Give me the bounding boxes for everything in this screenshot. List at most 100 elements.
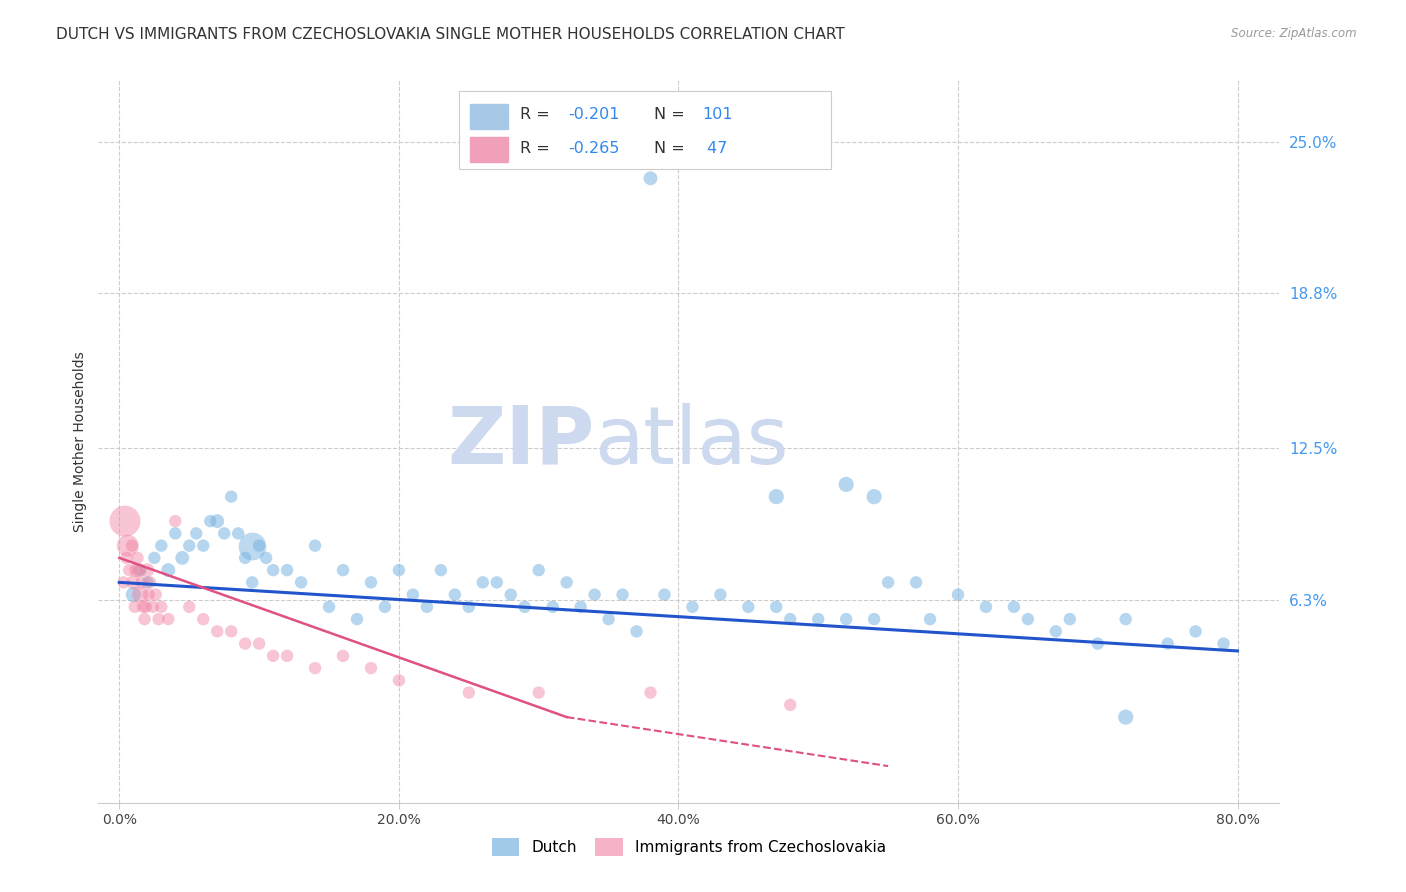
Point — [513, 599, 536, 614]
Point — [485, 575, 508, 590]
Point — [779, 698, 801, 712]
Point — [402, 588, 425, 602]
Point — [332, 563, 354, 577]
Point — [388, 563, 411, 577]
Point — [555, 575, 578, 590]
Point — [654, 588, 676, 602]
Point — [115, 550, 138, 565]
Point — [765, 490, 787, 504]
Point — [779, 612, 801, 626]
Point — [112, 575, 135, 590]
Point — [430, 563, 453, 577]
Point — [863, 612, 886, 626]
Point — [145, 588, 167, 602]
Point — [346, 612, 368, 626]
Point — [165, 514, 187, 528]
Point — [226, 526, 249, 541]
Point — [114, 514, 136, 528]
Point — [1212, 637, 1234, 651]
Point — [388, 673, 411, 688]
Point — [640, 171, 662, 186]
Point — [233, 550, 256, 565]
Point — [127, 550, 149, 565]
Point — [122, 588, 145, 602]
Point — [1184, 624, 1206, 639]
Point — [416, 599, 439, 614]
Text: Source: ZipAtlas.com: Source: ZipAtlas.com — [1232, 27, 1357, 40]
Point — [835, 612, 858, 626]
Point — [157, 563, 180, 577]
Text: R =: R = — [520, 107, 555, 122]
Point — [499, 588, 522, 602]
Point — [219, 490, 242, 504]
Point — [165, 526, 187, 541]
Point — [1156, 637, 1178, 651]
Point — [150, 539, 173, 553]
Point — [640, 685, 662, 699]
Point — [457, 685, 479, 699]
Point — [143, 550, 166, 565]
Point — [247, 539, 270, 553]
Point — [1115, 710, 1137, 724]
Point — [1059, 612, 1081, 626]
Point — [332, 648, 354, 663]
Point — [1115, 612, 1137, 626]
Point — [139, 575, 162, 590]
Point — [262, 563, 284, 577]
Point — [318, 599, 340, 614]
Point — [136, 563, 159, 577]
Point — [681, 599, 703, 614]
Point — [193, 539, 215, 553]
Point — [129, 588, 152, 602]
Text: N =: N = — [654, 107, 689, 122]
Point — [157, 612, 180, 626]
Point — [135, 599, 157, 614]
Point — [136, 575, 159, 590]
Point — [240, 539, 263, 553]
Point — [276, 563, 298, 577]
Text: R =: R = — [520, 141, 555, 156]
Point — [125, 563, 148, 577]
Point — [583, 588, 606, 602]
Text: DUTCH VS IMMIGRANTS FROM CZECHOSLOVAKIA SINGLE MOTHER HOUSEHOLDS CORRELATION CHA: DUTCH VS IMMIGRANTS FROM CZECHOSLOVAKIA … — [56, 27, 845, 42]
Point — [179, 599, 201, 614]
Point — [709, 588, 731, 602]
Point — [304, 661, 326, 675]
Point — [148, 612, 170, 626]
Point — [276, 648, 298, 663]
Point — [219, 624, 242, 639]
Point — [121, 539, 143, 553]
Text: 101: 101 — [702, 107, 733, 122]
Point — [527, 685, 550, 699]
Y-axis label: Single Mother Households: Single Mother Households — [73, 351, 87, 532]
Point — [254, 550, 277, 565]
Point — [200, 514, 222, 528]
Point — [360, 575, 382, 590]
Point — [765, 599, 787, 614]
Point — [118, 563, 141, 577]
Point — [1087, 637, 1109, 651]
Point — [541, 599, 564, 614]
Point — [150, 599, 173, 614]
Point — [918, 612, 941, 626]
Point — [240, 575, 263, 590]
Text: atlas: atlas — [595, 402, 789, 481]
Point — [457, 599, 479, 614]
Point — [134, 612, 156, 626]
Point — [905, 575, 928, 590]
Point — [1045, 624, 1067, 639]
FancyBboxPatch shape — [458, 91, 831, 169]
Point — [946, 588, 969, 602]
Point — [1017, 612, 1039, 626]
Text: -0.265: -0.265 — [568, 141, 620, 156]
Point — [122, 575, 145, 590]
Point — [212, 526, 235, 541]
Point — [193, 612, 215, 626]
Point — [737, 599, 759, 614]
Point — [138, 588, 160, 602]
Point — [172, 550, 194, 565]
Point — [612, 588, 634, 602]
Point — [626, 624, 648, 639]
Point — [877, 575, 900, 590]
Point — [374, 599, 396, 614]
